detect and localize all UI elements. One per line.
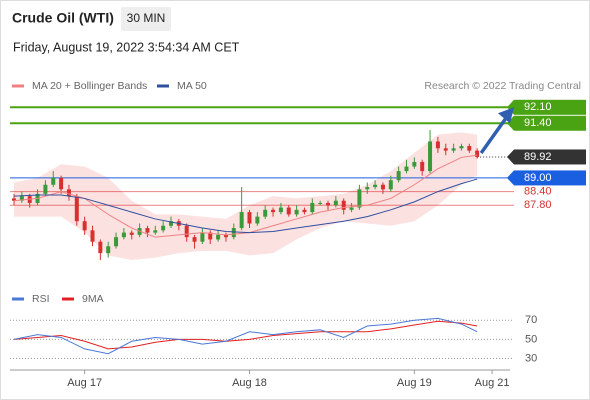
candle-body bbox=[373, 184, 378, 188]
candle-body bbox=[66, 189, 71, 197]
level-label: 87.80 bbox=[524, 199, 552, 211]
candle-body bbox=[404, 166, 409, 172]
candle-body bbox=[302, 209, 307, 213]
candle-body bbox=[271, 209, 276, 213]
level-label-box bbox=[514, 170, 586, 186]
y-tick-label: 50 bbox=[525, 333, 537, 345]
candle-body bbox=[74, 196, 79, 222]
candle-body bbox=[82, 221, 87, 231]
rsi-line bbox=[13, 320, 478, 350]
legend-label: 9MA bbox=[82, 293, 104, 305]
candle-body bbox=[129, 232, 134, 235]
candle-body bbox=[239, 212, 244, 229]
legend-label: RSI bbox=[32, 293, 50, 305]
candle-body bbox=[121, 232, 126, 238]
candle-body bbox=[396, 171, 401, 181]
candle-body bbox=[333, 200, 338, 206]
candle-body bbox=[475, 150, 480, 157]
candle-body bbox=[59, 177, 64, 190]
candle-body bbox=[184, 225, 189, 238]
candle-body bbox=[443, 148, 448, 151]
timestamp: Friday, August 19, 2022 3:54:34 AM CET bbox=[13, 40, 240, 54]
candle-body bbox=[380, 184, 385, 190]
candle-body bbox=[467, 146, 472, 151]
level-label-pointer bbox=[507, 115, 514, 131]
candle-body bbox=[153, 230, 158, 233]
candle-body bbox=[294, 209, 299, 215]
projection-arrowhead bbox=[498, 107, 514, 124]
candle-body bbox=[200, 232, 205, 242]
level-label: 92.10 bbox=[524, 101, 552, 113]
candle-body bbox=[326, 202, 330, 206]
candle-body bbox=[114, 237, 119, 247]
candle-body bbox=[412, 161, 417, 167]
candle-body bbox=[161, 225, 166, 231]
candle-body bbox=[169, 221, 173, 226]
legend-label: MA 50 bbox=[177, 80, 207, 92]
level-label-box bbox=[514, 115, 586, 131]
timeframe-badge[interactable] bbox=[121, 7, 171, 31]
level-label-pointer bbox=[507, 170, 514, 186]
level-label-box bbox=[514, 99, 586, 115]
level-label: 88.40 bbox=[524, 186, 552, 198]
candle-body bbox=[216, 234, 221, 240]
candle-body bbox=[51, 177, 56, 185]
candle-body bbox=[247, 212, 252, 224]
candle-body bbox=[365, 187, 370, 190]
candle-body bbox=[459, 146, 464, 149]
candle-body bbox=[208, 232, 213, 240]
x-tick-label: Aug 18 bbox=[232, 377, 267, 389]
candle-body bbox=[420, 161, 425, 172]
level-label: 89.92 bbox=[524, 151, 552, 163]
candle-body bbox=[192, 237, 197, 242]
candle-body bbox=[145, 228, 150, 233]
candle-body bbox=[43, 184, 48, 194]
candle-body bbox=[428, 141, 433, 172]
candle-body bbox=[90, 230, 95, 242]
candle-body bbox=[223, 234, 228, 238]
candle-body bbox=[106, 246, 111, 254]
candle-body bbox=[231, 228, 236, 238]
candle-body bbox=[341, 200, 346, 210]
instrument-title: Crude Oil (WTI) bbox=[12, 10, 114, 26]
candle-body bbox=[278, 207, 283, 213]
candle-body bbox=[263, 209, 268, 217]
level-label-pointer bbox=[507, 149, 514, 165]
x-tick-label: Aug 19 bbox=[397, 377, 432, 389]
candle-body bbox=[357, 189, 362, 208]
timeframe-label[interactable]: 30 MIN bbox=[127, 11, 166, 25]
candle-body bbox=[451, 148, 456, 151]
legend-label: MA 20 + Bollinger Bands bbox=[32, 80, 147, 92]
candle-body bbox=[388, 180, 393, 190]
x-tick-label: Aug 21 bbox=[475, 377, 510, 389]
candle-body bbox=[12, 198, 16, 201]
level-label: 89.00 bbox=[524, 172, 552, 184]
moving-average bbox=[13, 178, 478, 234]
y-tick-label: 70 bbox=[525, 314, 537, 326]
candle-body bbox=[349, 207, 354, 210]
candle-body bbox=[19, 196, 24, 201]
bollinger-band bbox=[14, 132, 478, 260]
candle-body bbox=[286, 207, 291, 215]
y-tick-label: 30 bbox=[525, 352, 537, 364]
credit: Research © 2022 Trading Central bbox=[424, 80, 581, 92]
x-tick-label: Aug 17 bbox=[67, 377, 102, 389]
rsi-line bbox=[13, 317, 478, 355]
candle-body bbox=[435, 141, 440, 149]
projection-arrow bbox=[479, 114, 510, 154]
candle-body bbox=[310, 202, 315, 213]
level-label: 91.40 bbox=[524, 117, 552, 129]
level-label-box bbox=[514, 149, 586, 165]
candle-body bbox=[318, 202, 323, 204]
candle-body bbox=[98, 241, 103, 254]
candle-body bbox=[255, 216, 260, 224]
